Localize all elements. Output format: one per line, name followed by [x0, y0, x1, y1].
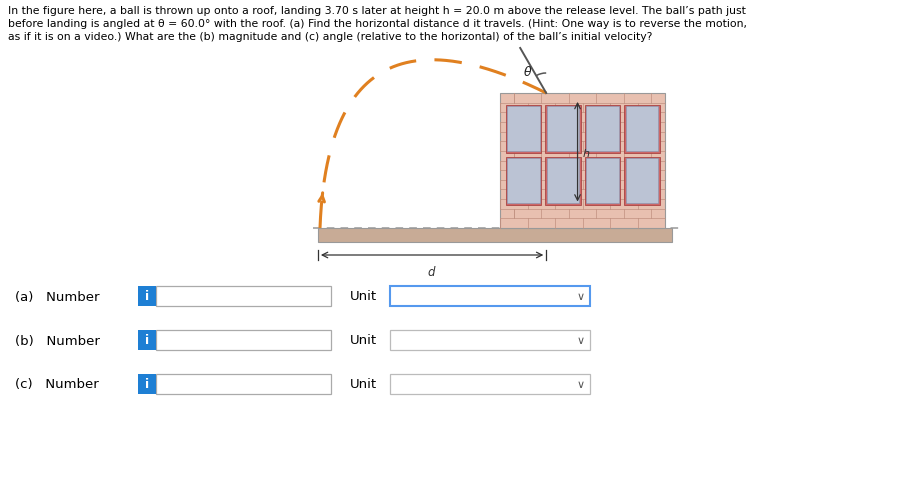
Text: (c)   Number: (c) Number	[15, 378, 98, 391]
Text: before landing is angled at θ = 60.0° with the roof. (a) Find the horizontal dis: before landing is angled at θ = 60.0° wi…	[8, 19, 747, 29]
Text: ∨: ∨	[577, 291, 585, 301]
Text: Unit: Unit	[350, 378, 377, 391]
Text: i: i	[145, 334, 149, 347]
Bar	[507, 159, 539, 204]
Text: ∨: ∨	[577, 379, 585, 389]
Text: $d$: $d$	[428, 264, 437, 278]
Bar	[156, 330, 331, 350]
Bar	[507, 107, 539, 152]
Text: $h$: $h$	[582, 146, 590, 158]
Text: i: i	[145, 378, 149, 391]
Bar	[584, 105, 620, 154]
Text: i: i	[145, 290, 149, 303]
Bar	[390, 330, 590, 350]
Bar	[138, 374, 156, 394]
Bar	[625, 107, 658, 152]
Bar	[624, 105, 659, 154]
Text: (b)   Number: (b) Number	[15, 334, 100, 347]
Bar	[138, 330, 156, 350]
Bar	[156, 374, 331, 394]
Bar	[586, 107, 619, 152]
Bar	[318, 228, 672, 242]
Bar	[584, 157, 620, 205]
Bar	[390, 374, 590, 394]
Bar	[545, 157, 581, 205]
Text: $\theta$: $\theta$	[523, 65, 533, 79]
Bar	[138, 287, 156, 306]
Bar	[500, 94, 665, 228]
Bar	[625, 159, 658, 204]
Bar	[505, 157, 541, 205]
Text: as if it is on a video.) What are the (b) magnitude and (c) angle (relative to t: as if it is on a video.) What are the (b…	[8, 32, 652, 42]
Text: ∨: ∨	[577, 336, 585, 345]
Bar	[156, 287, 331, 306]
Text: Unit: Unit	[350, 334, 377, 347]
Bar	[624, 157, 659, 205]
Text: Unit: Unit	[350, 290, 377, 303]
Bar	[545, 105, 581, 154]
Bar	[547, 107, 579, 152]
Bar	[505, 105, 541, 154]
Bar	[586, 159, 619, 204]
Text: (a)   Number: (a) Number	[15, 290, 99, 303]
Bar	[390, 287, 590, 306]
Bar	[547, 159, 579, 204]
Text: In the figure here, a ball is thrown up onto a roof, landing 3.70 s later at hei: In the figure here, a ball is thrown up …	[8, 6, 746, 16]
